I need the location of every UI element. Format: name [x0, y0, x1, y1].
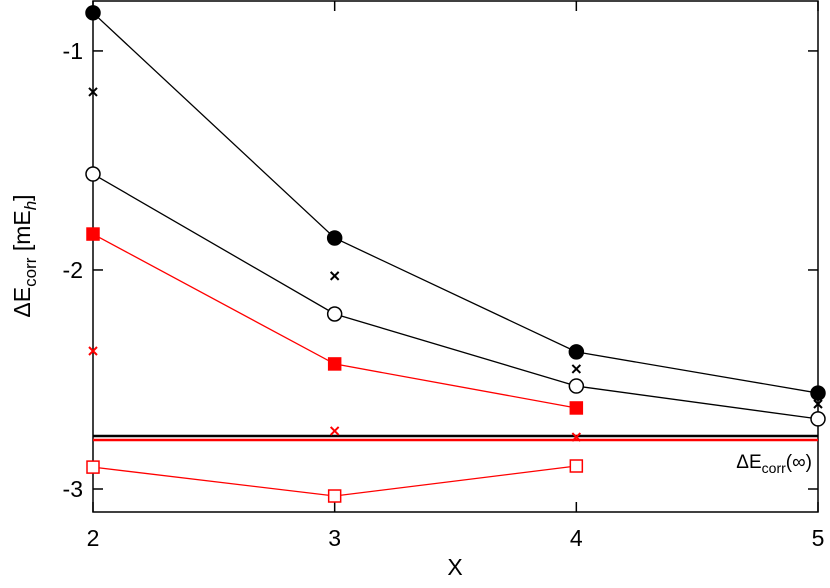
marker	[85, 5, 101, 21]
marker	[569, 401, 584, 415]
y-label-part: [mE	[9, 210, 35, 257]
x-tick-label: 2	[87, 525, 100, 551]
marker	[329, 271, 340, 281]
x-tick-label: 4	[570, 525, 583, 551]
plot-frame	[92, 0, 819, 513]
marker	[810, 411, 826, 427]
annotation-part: ΔE	[736, 452, 761, 473]
marker	[88, 346, 98, 356]
marker	[86, 460, 100, 474]
series-line	[92, 173, 819, 420]
marker	[568, 378, 585, 394]
x-axis-label: X	[447, 554, 462, 580]
marker	[568, 344, 585, 360]
marker	[326, 306, 343, 322]
annotation-part: (∞)	[786, 452, 812, 473]
annotation: ΔEcorr(∞)	[736, 452, 812, 476]
x-tick-label: 3	[328, 525, 341, 551]
marker	[88, 87, 98, 97]
y-axis-label: ΔEcorr [mEh]	[9, 194, 40, 317]
marker	[329, 426, 340, 436]
marker	[86, 227, 100, 241]
marker	[327, 489, 342, 503]
y-label-sub: corr	[21, 257, 40, 287]
y-tick-label: -2	[63, 257, 83, 283]
annotation-sub: corr	[762, 460, 786, 476]
marker	[571, 364, 582, 374]
marker	[813, 399, 823, 409]
marker	[85, 166, 101, 182]
marker	[327, 357, 342, 371]
y-label-sub: h	[21, 201, 40, 210]
series-line	[92, 12, 819, 394]
y-tick-label: -1	[63, 38, 83, 64]
y-label-part: ]	[9, 194, 35, 200]
marker	[326, 230, 343, 246]
marker	[571, 432, 582, 442]
x-tick-label: 5	[812, 525, 825, 551]
y-label-part: ΔE	[9, 287, 35, 318]
y-tick-label: -3	[63, 476, 83, 502]
marker	[810, 385, 826, 401]
marker	[569, 459, 584, 473]
